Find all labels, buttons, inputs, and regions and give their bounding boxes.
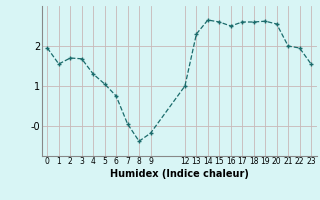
X-axis label: Humidex (Indice chaleur): Humidex (Indice chaleur): [110, 169, 249, 179]
